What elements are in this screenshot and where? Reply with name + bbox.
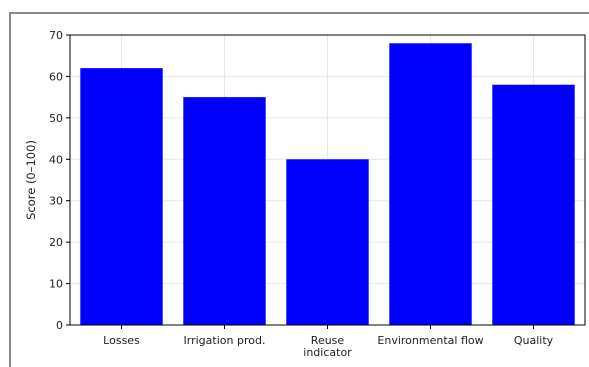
y-tick-label: 20 — [49, 236, 63, 249]
x-tick-labels: Losses Irrigation prod. Reuse indicator Envi… — [103, 334, 553, 359]
x-tick-label-line: Irrigation prod. — [184, 334, 266, 347]
x-tick-label: Losses — [103, 334, 140, 347]
x-tick-label-line: Quality — [514, 334, 554, 347]
y-axis-label: Score (0–100) — [24, 140, 38, 220]
y-tick-label: 50 — [49, 112, 63, 125]
x-tick-label: Environmental flow — [377, 334, 483, 347]
x-tick-label-line: Losses — [103, 334, 140, 347]
bar — [80, 68, 163, 325]
bar — [492, 84, 575, 325]
x-tick-label: Irrigation prod. — [184, 334, 266, 347]
x-tick-label-line: indicator — [303, 346, 352, 359]
bar-chart: 0 10 20 30 40 50 60 70 Losses Irrigation prod. Re… — [24, 29, 586, 359]
y-tick-label: 30 — [49, 195, 63, 208]
y-tick-labels: 0 10 20 30 40 50 60 70 — [49, 29, 63, 332]
y-tick-label: 10 — [49, 278, 63, 291]
chart-frame: 0 10 20 30 40 50 60 70 Losses Irrigation prod. Re… — [9, 12, 589, 367]
y-tick-label: 0 — [56, 319, 63, 332]
bar — [183, 97, 266, 326]
x-tick-label-line: Reuse — [311, 334, 345, 347]
y-tick-label: 60 — [49, 70, 63, 83]
y-tick-label: 70 — [49, 29, 63, 42]
bar — [286, 159, 369, 325]
x-tick-label: Reuse indicator — [303, 334, 352, 359]
x-tick-label: Quality — [514, 334, 554, 347]
bars — [80, 43, 575, 326]
x-tick-label-line: Environmental flow — [377, 334, 483, 347]
y-tick-label: 40 — [49, 153, 63, 166]
axes — [66, 34, 586, 329]
bar — [389, 43, 472, 326]
